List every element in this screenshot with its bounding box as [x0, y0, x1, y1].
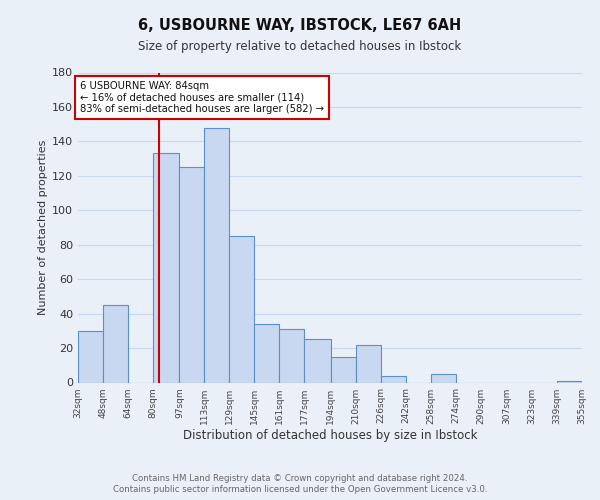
Bar	[356, 344, 381, 383]
Bar	[179, 167, 205, 382]
Bar	[78, 331, 103, 382]
Bar	[254, 324, 279, 382]
Bar	[304, 340, 331, 382]
Bar	[153, 154, 179, 382]
Text: Size of property relative to detached houses in Ibstock: Size of property relative to detached ho…	[139, 40, 461, 53]
Text: 6, USBOURNE WAY, IBSTOCK, LE67 6AH: 6, USBOURNE WAY, IBSTOCK, LE67 6AH	[139, 18, 461, 32]
Bar	[103, 305, 128, 382]
Bar	[431, 374, 455, 382]
Bar	[331, 356, 356, 382]
Bar	[279, 329, 304, 382]
Bar	[229, 236, 254, 382]
Y-axis label: Number of detached properties: Number of detached properties	[38, 140, 48, 315]
Bar	[205, 128, 229, 382]
Text: 6 USBOURNE WAY: 84sqm
← 16% of detached houses are smaller (114)
83% of semi-det: 6 USBOURNE WAY: 84sqm ← 16% of detached …	[80, 81, 323, 114]
X-axis label: Distribution of detached houses by size in Ibstock: Distribution of detached houses by size …	[183, 430, 477, 442]
Text: Contains HM Land Registry data © Crown copyright and database right 2024.
Contai: Contains HM Land Registry data © Crown c…	[113, 474, 487, 494]
Bar	[381, 376, 406, 382]
Bar	[557, 381, 582, 382]
